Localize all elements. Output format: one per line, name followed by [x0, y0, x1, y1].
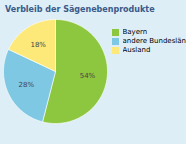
svg-text:54%: 54%: [80, 72, 96, 80]
svg-text:28%: 28%: [19, 81, 35, 89]
html-text:Verbleib der Sägenebenprodukte: Verbleib der Sägenebenprodukte: [5, 5, 155, 14]
svg-text:18%: 18%: [30, 41, 46, 49]
html-text:Bayern: Bayern: [122, 28, 148, 36]
html-text:Ausland: Ausland: [122, 46, 151, 54]
